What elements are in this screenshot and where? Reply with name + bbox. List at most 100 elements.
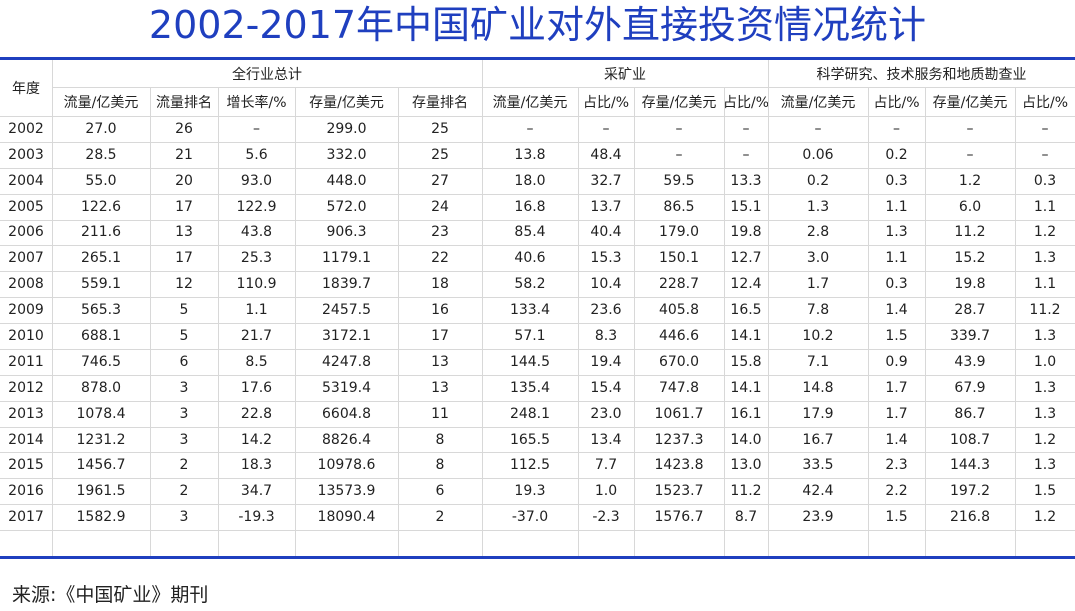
data-cell: 1.2 <box>958 172 982 189</box>
data-cell: 16.5 <box>730 302 762 319</box>
data-cell: 23 <box>431 224 449 241</box>
data-cell: 7.1 <box>806 353 830 370</box>
data-cell: 670.0 <box>658 353 700 370</box>
data-cell: 878.0 <box>80 379 122 396</box>
data-cell: 86.7 <box>954 405 986 422</box>
data-cell: 122.9 <box>236 198 277 215</box>
data-cell: 19.3 <box>514 483 546 500</box>
data-cell: 18 <box>431 276 449 293</box>
source: 来源:《中国矿业》期刊 <box>12 584 209 606</box>
data-cell: 6 <box>435 483 445 500</box>
data-cell: 144.3 <box>949 457 991 474</box>
data-cell: 1237.3 <box>654 431 704 448</box>
year-cell: 2008 <box>8 276 44 293</box>
data-cell: 28.5 <box>85 146 117 163</box>
data-cell: 216.8 <box>949 509 991 526</box>
column-header: 流量/亿美元 <box>780 94 856 111</box>
data-cell: 8 <box>435 431 445 448</box>
data-cell: 2457.5 <box>322 302 371 319</box>
data-cell: 48.4 <box>590 146 622 163</box>
data-cell: 1.7 <box>806 276 830 293</box>
column-header: 占比/% <box>722 94 770 111</box>
data-cell: 7.8 <box>806 302 830 319</box>
data-cell: 23.9 <box>802 509 834 526</box>
data-cell: – <box>675 120 683 137</box>
data-cell: 14.2 <box>240 431 273 448</box>
column-divider <box>150 87 151 556</box>
data-cell: 0.06 <box>802 146 834 163</box>
data-cell: 18090.4 <box>317 509 376 526</box>
data-cell: 0.3 <box>885 172 908 189</box>
row-divider <box>0 504 1075 506</box>
data-cell: – <box>814 120 822 137</box>
data-cell: 1.1 <box>1033 198 1057 215</box>
year-cell: 2013 <box>8 405 44 422</box>
data-cell: 1.3 <box>885 224 908 241</box>
data-cell: 67.9 <box>954 379 986 396</box>
data-cell: 228.7 <box>658 276 700 293</box>
year-cell: 2011 <box>8 353 44 370</box>
data-cell: – <box>253 120 260 137</box>
year-cell: 2010 <box>8 327 44 344</box>
data-cell: 16.7 <box>802 431 834 448</box>
column-divider <box>1015 87 1016 556</box>
data-cell: 572.0 <box>326 198 367 215</box>
year-cell: 2006 <box>8 224 44 241</box>
data-cell: 339.7 <box>949 327 991 344</box>
row-divider <box>0 245 1075 247</box>
data-cell: 3 <box>179 509 189 526</box>
data-cell: 14.1 <box>730 327 762 344</box>
data-cell: 17.9 <box>802 405 834 422</box>
column-header: 存量/亿美元 <box>309 94 384 111</box>
year-cell: 2017 <box>8 509 44 526</box>
column-header: 占比/% <box>1021 94 1069 111</box>
data-cell: 6.0 <box>958 198 982 215</box>
row-divider <box>0 400 1075 402</box>
data-cell: 16 <box>431 302 449 319</box>
data-cell: 23.6 <box>590 302 622 319</box>
data-cell: 248.1 <box>509 405 551 422</box>
data-cell: – <box>1041 146 1049 163</box>
data-cell: 15.1 <box>730 198 762 215</box>
data-cell: 12 <box>175 276 193 293</box>
data-cell: 8.3 <box>594 327 618 344</box>
data-cell: 12.4 <box>730 276 762 293</box>
data-cell: 1.5 <box>1033 483 1057 500</box>
data-cell: – <box>966 146 974 163</box>
data-cell: 2.2 <box>885 483 908 500</box>
data-cell: -2.3 <box>592 509 620 526</box>
data-cell: -19.3 <box>238 509 275 526</box>
data-cell: 179.0 <box>658 224 700 241</box>
column-header: 增长率/% <box>226 94 287 111</box>
data-cell: 11.2 <box>730 483 762 500</box>
data-cell: 10978.6 <box>317 457 376 474</box>
data-cell: 57.1 <box>514 327 546 344</box>
data-cell: 18.3 <box>240 457 273 474</box>
data-cell: 1576.7 <box>654 509 704 526</box>
data-cell: 12.7 <box>730 250 762 267</box>
data-cell: 22 <box>431 250 449 267</box>
data-cell: – <box>893 120 900 137</box>
data-cell: 3 <box>179 405 189 422</box>
data-cell: 11.2 <box>954 224 986 241</box>
data-cell: 2 <box>179 457 189 474</box>
data-cell: 17.6 <box>240 379 273 396</box>
data-cell: 13 <box>431 379 449 396</box>
data-cell: 448.0 <box>326 172 367 189</box>
data-cell: – <box>1041 120 1049 137</box>
data-cell: -37.0 <box>511 509 549 526</box>
data-cell: 8.7 <box>734 509 758 526</box>
data-cell: 2 <box>435 509 445 526</box>
data-cell: 1.3 <box>1033 250 1057 267</box>
data-cell: 1.2 <box>1033 431 1057 448</box>
data-cell: 15.2 <box>954 250 986 267</box>
column-header: 存量排名 <box>412 94 468 111</box>
year-cell: 2003 <box>8 146 44 163</box>
data-cell: 688.1 <box>80 327 122 344</box>
column-header: 存量/亿美元 <box>932 94 1008 111</box>
year-cell: 2015 <box>8 457 44 474</box>
data-cell: 1423.8 <box>654 457 704 474</box>
data-cell: 2.8 <box>806 224 830 241</box>
data-cell: 1179.1 <box>322 250 371 267</box>
row-divider <box>0 297 1075 299</box>
